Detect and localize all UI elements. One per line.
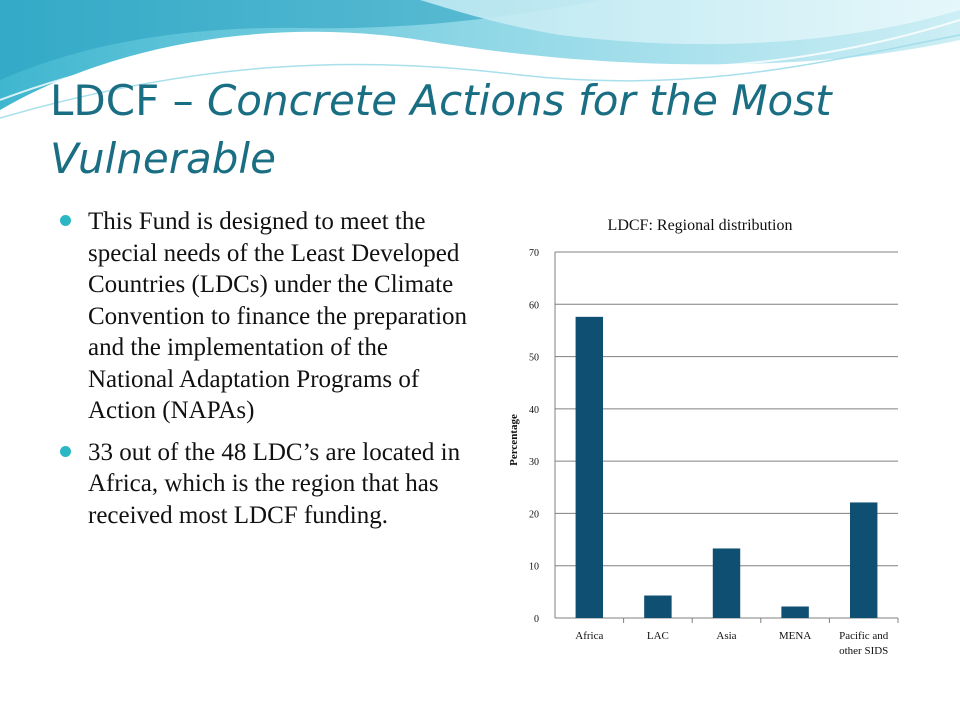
title-plain: LDCF – [50, 76, 207, 125]
x-category-label: Asia [716, 630, 736, 642]
bullet-list: This Fund is designed to meet the specia… [60, 206, 480, 541]
bullet-text: This Fund is designed to meet the specia… [88, 208, 468, 424]
bar [575, 316, 604, 618]
y-tick-label: 0 [534, 614, 539, 625]
x-category-label: other SIDS [839, 645, 888, 657]
chart-title: LDCF: Regional distribution [608, 217, 793, 234]
x-category-labels: Africa LAC Asia MENA Pacific and other SIDS [575, 630, 889, 657]
bullet-item: This Fund is designed to meet the specia… [60, 206, 480, 427]
slide-title: LDCF – Concrete Actions for the Most Vul… [50, 72, 910, 188]
bar [781, 606, 809, 618]
bullet-dot-icon [60, 445, 71, 457]
bar-chart: LDCF: Regional distribution 0 10 20 30 40 50 6… [508, 217, 899, 657]
bullet-text: 33 out of the 48 LDC’s are located in Af… [88, 438, 461, 529]
bar [644, 595, 672, 618]
y-tick-label: 40 [529, 405, 539, 416]
y-tick-label: 60 [529, 300, 539, 311]
y-tick-label: 70 [529, 248, 539, 259]
y-tick-label: 30 [529, 457, 539, 468]
bar [849, 502, 878, 618]
x-category-label: Pacific and [839, 630, 889, 642]
header-wave-decoration [0, 0, 960, 119]
y-tick-labels: 0 10 20 30 40 50 60 70 [529, 248, 539, 625]
x-category-label: MENA [779, 630, 811, 642]
bars [575, 316, 878, 618]
y-tick-label: 50 [529, 353, 539, 364]
x-category-label: LAC [647, 630, 669, 642]
y-tick-label: 10 [529, 562, 539, 573]
y-tick-label: 20 [529, 509, 539, 520]
x-category-label: Africa [575, 630, 603, 642]
bullet-dot-icon [60, 215, 71, 226]
y-axis-label: Percentage [508, 414, 520, 466]
bullet-item: 33 out of the 48 LDC’s are located in Af… [60, 437, 480, 532]
bar [712, 548, 741, 618]
title-italic: Concrete Actions for the Most Vulnerable [50, 76, 832, 183]
